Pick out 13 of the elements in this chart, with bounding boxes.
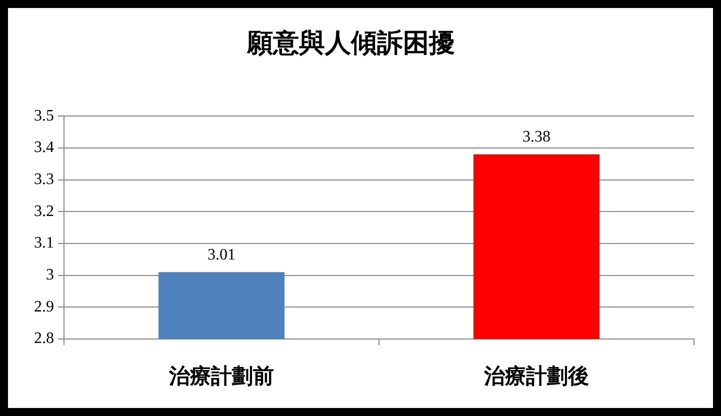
x-tick-label: 治療計劃後 — [483, 364, 589, 388]
y-tick-label: 3 — [46, 266, 54, 284]
chart-title: 願意與人傾訴困擾 — [246, 28, 455, 58]
x-tick-label: 治療計劃前 — [168, 364, 274, 388]
y-tick-label: 2.9 — [34, 298, 54, 316]
y-tick-label: 3.3 — [34, 171, 54, 188]
y-tick-label: 2.8 — [34, 330, 54, 348]
data-label: 3.38 — [522, 128, 550, 146]
y-tick-label: 3.1 — [34, 234, 54, 252]
y-tick-label: 3.2 — [34, 202, 54, 220]
data-label: 3.01 — [208, 246, 236, 264]
y-tick-label: 3.4 — [34, 139, 54, 156]
y-tick-label: 3.5 — [34, 107, 54, 124]
